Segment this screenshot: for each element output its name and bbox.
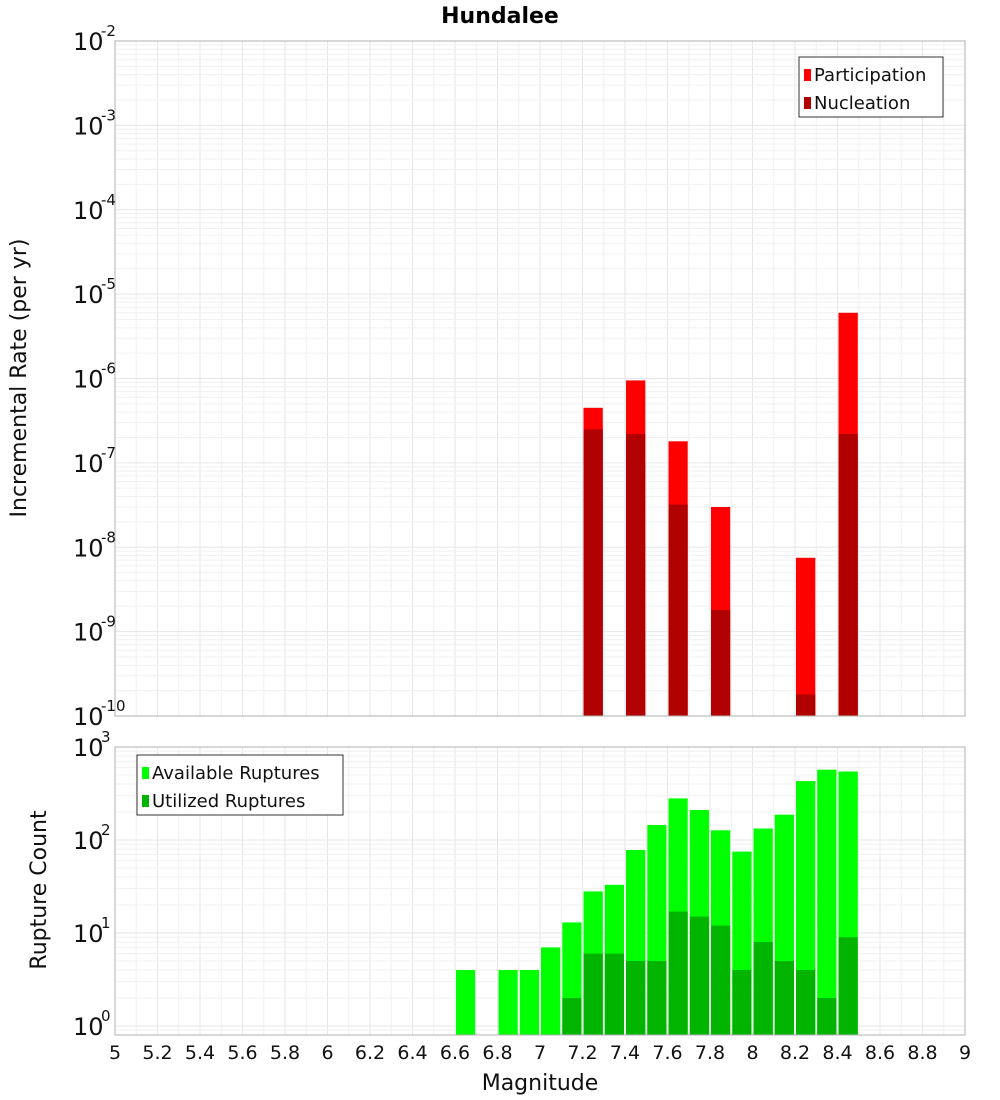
x-tick-label: 5.8 [270,1042,300,1064]
count-bar [796,970,816,1035]
rate-legend-swatch [804,69,811,81]
x-tick-label: 7.6 [652,1042,682,1064]
rate-y-tick-label: 10 [73,534,104,562]
count-bar [711,925,731,1035]
x-tick-label: 5.2 [142,1042,172,1064]
count-bar [732,970,752,1035]
count-y-tick-exponent: 3 [101,728,111,746]
count-legend-swatch [142,795,149,807]
x-tick-label: 7.8 [695,1042,725,1064]
x-tick-label: 7.2 [567,1042,597,1064]
x-tick-label: 8.8 [907,1042,937,1064]
count-bar [689,916,710,1035]
rate-y-tick-label: 10 [73,703,104,731]
x-tick-label: 5 [109,1042,121,1064]
rate-y-tick-exponent: -9 [101,613,116,631]
count-bar [774,961,794,1035]
rate-series-1 [583,429,858,716]
chart-title: Hundalee [441,4,559,29]
count-bar [519,970,540,1035]
x-tick-label: 6.6 [440,1042,470,1064]
count-bar [626,961,646,1035]
count-series-1 [562,911,858,1035]
rate-legend-box [798,56,944,118]
count-bar [604,953,624,1035]
rate-y-tick-label: 10 [73,450,104,478]
rate-plot-frame [114,40,966,717]
rate-plot: 10-1010-910-810-710-610-510-410-310-2Par… [73,22,966,731]
x-tick-label: 8.2 [780,1042,810,1064]
count-bar [583,953,603,1035]
rate-y-tick-label: 10 [73,281,104,309]
y-axis-label-rate: Incremental Rate (per yr) [7,239,32,518]
rate-bar [668,504,688,716]
count-y-tick-exponent: 2 [101,821,111,839]
count-bar [541,947,561,1035]
x-axis-label: Magnitude [482,1071,599,1096]
count-bar [498,970,518,1035]
count-legend-box [136,754,344,816]
rate-bar [626,434,646,716]
count-y-tick-label: 10 [73,1013,104,1041]
x-tick-label: 9 [959,1042,971,1064]
rate-y-tick-exponent: -3 [101,106,116,124]
rate-y-tick-label: 10 [73,197,104,225]
rate-y-tick-exponent: -5 [101,275,116,293]
y-axis-label-count: Rupture Count [27,810,52,970]
count-bar [562,998,582,1035]
count-y-tick-exponent: 0 [101,1007,111,1025]
count-legend-label: Utilized Ruptures [152,791,305,812]
x-tick-label: 8.4 [822,1042,852,1064]
rate-y-tick-label: 10 [73,28,104,56]
rate-y-tick-exponent: -2 [101,22,116,40]
rate-y-tick-exponent: -7 [101,444,116,462]
count-legend-swatch [142,767,149,779]
rate-y-tick-exponent: -4 [101,191,116,209]
rate-y-tick-label: 10 [73,366,104,394]
count-y-tick-exponent: 1 [101,914,111,932]
count-bar [838,937,858,1035]
x-tick-label: 5.4 [185,1042,215,1064]
count-y-tick-label: 10 [73,827,104,855]
count-legend: Available Ruptures Utilized Ruptures [136,754,344,816]
x-tick-label: 6.8 [482,1042,512,1064]
rate-bar [838,434,858,716]
count-plot-frame [114,746,966,1036]
rate-legend: Participation Nucleation [798,56,944,118]
rate-legend-label: Participation [814,65,926,86]
count-bar [456,970,476,1035]
x-tick-label: 6.4 [397,1042,427,1064]
rate-legend-label: Nucleation [814,93,910,114]
rate-y-tick-exponent: -8 [101,528,116,546]
count-bar [817,769,837,1035]
rate-bar [583,429,603,716]
x-tick-label: 7 [534,1042,546,1064]
rate-bar [796,694,816,716]
count-y-tick-label: 10 [73,920,104,948]
count-y-tick-label: 10 [73,734,104,762]
rate-y-tick-exponent: -6 [101,360,116,378]
rate-legend-swatch [804,97,811,109]
x-tick-label: 8 [746,1042,758,1064]
x-tick-label: 5.6 [227,1042,257,1064]
count-bar [753,942,773,1035]
rate-bar [796,557,816,716]
rate-y-tick-exponent: -10 [101,697,126,715]
x-tick-label: 7.4 [610,1042,640,1064]
x-tick-label: 8.6 [865,1042,895,1064]
count-bar [817,998,837,1035]
rate-y-tick-label: 10 [73,112,104,140]
count-legend-label: Available Ruptures [152,763,320,784]
rate-y-tick-label: 10 [73,619,104,647]
rate-bar [711,610,731,716]
x-tick-label: 6 [321,1042,333,1064]
x-tick-label: 6.2 [355,1042,385,1064]
count-bar [647,961,667,1035]
count-bar [668,911,688,1035]
